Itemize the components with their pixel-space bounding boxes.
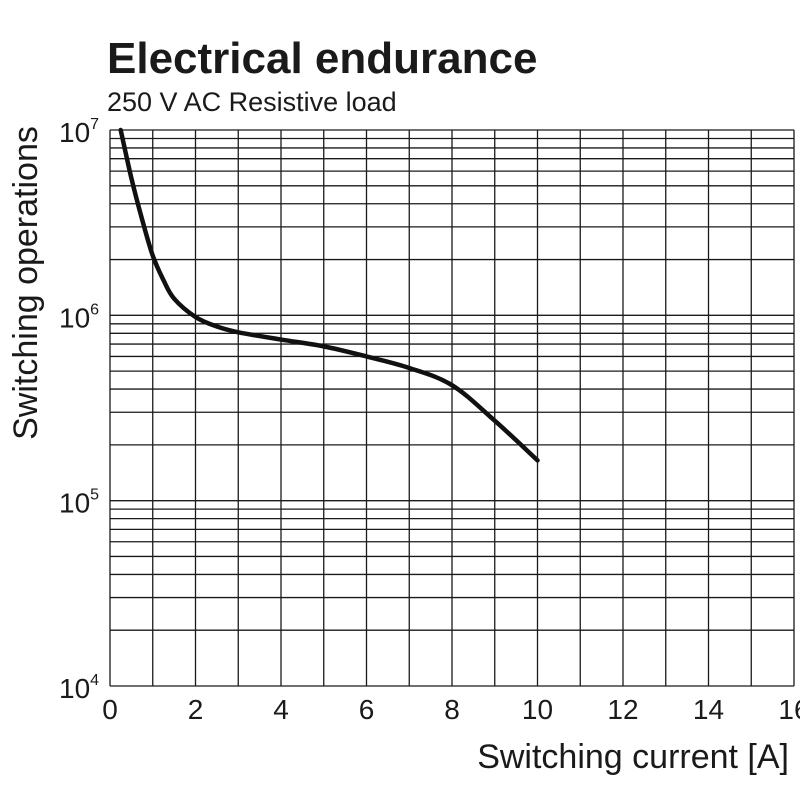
endurance-curve	[118, 127, 540, 463]
x-tick-label: 12	[607, 694, 638, 725]
y-axis-ticks: 104 105 106 107	[59, 116, 99, 704]
x-axis-ticks: 0 2 4 6 8 10 12 14 16	[102, 694, 800, 725]
y-tick-label: 107	[59, 116, 99, 148]
x-tick-label: 0	[102, 694, 118, 725]
y-tick-label: 104	[59, 672, 99, 704]
x-tick-label: 14	[693, 694, 724, 725]
x-tick-label: 2	[188, 694, 204, 725]
grid	[109, 129, 795, 687]
y-tick-label: 105	[59, 487, 99, 519]
x-tick-label: 10	[522, 694, 553, 725]
series-layer	[118, 127, 540, 463]
chart-title: Electrical endurance	[107, 34, 537, 83]
x-tick-label: 16	[778, 694, 800, 725]
y-axis-label: Switching operations	[7, 126, 45, 440]
y-tick-label: 106	[59, 301, 99, 333]
x-axis-label: Switching current [A]	[477, 738, 789, 776]
x-tick-label: 8	[444, 694, 460, 725]
x-tick-label: 6	[359, 694, 375, 725]
x-tick-label: 4	[273, 694, 289, 725]
chart-subtitle: 250 V AC Resistive load	[107, 87, 397, 117]
